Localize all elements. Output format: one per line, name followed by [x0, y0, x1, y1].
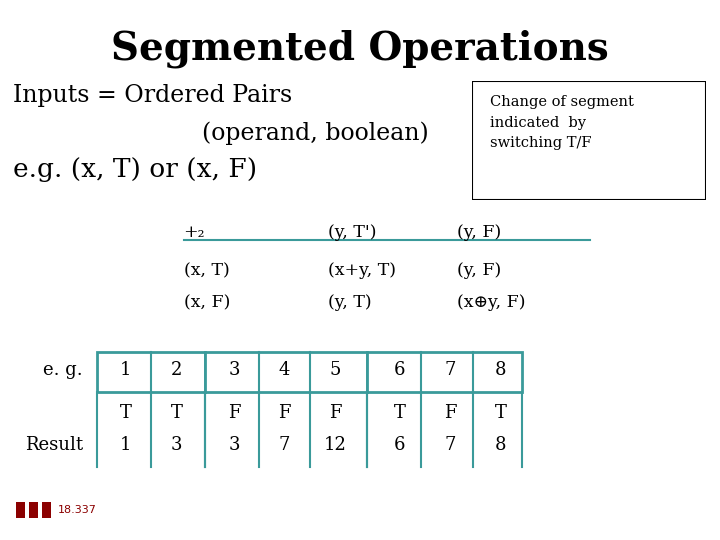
Text: F: F	[444, 404, 456, 422]
Text: 1: 1	[120, 436, 132, 455]
Text: 12: 12	[323, 436, 346, 455]
Bar	[97, 352, 205, 392]
Text: 8: 8	[495, 361, 506, 379]
Text: T: T	[495, 404, 506, 422]
Text: 6: 6	[394, 361, 405, 379]
Text: F: F	[328, 404, 341, 422]
Text: 18.337: 18.337	[58, 505, 97, 515]
Text: 2: 2	[171, 361, 182, 379]
Text: F: F	[278, 404, 291, 422]
Bar	[205, 352, 367, 392]
Text: (y, T'): (y, T')	[328, 224, 376, 241]
Text: 4: 4	[279, 361, 290, 379]
Text: e. g.: e. g.	[43, 361, 83, 379]
Text: T: T	[171, 404, 182, 422]
Text: 6: 6	[394, 436, 405, 455]
Text: (operand, boolean): (operand, boolean)	[202, 122, 428, 145]
Text: 3: 3	[228, 361, 240, 379]
Bar	[367, 352, 522, 392]
Text: +₂: +₂	[184, 224, 205, 241]
Text: (y, T): (y, T)	[328, 294, 372, 311]
Text: 1: 1	[120, 361, 132, 379]
Text: (x+y, T): (x+y, T)	[328, 262, 395, 279]
Text: (x, F): (x, F)	[184, 294, 230, 311]
Text: Inputs = Ordered Pairs: Inputs = Ordered Pairs	[13, 84, 292, 107]
Text: Result: Result	[24, 436, 83, 455]
Text: T: T	[394, 404, 405, 422]
Text: 5: 5	[329, 361, 341, 379]
Text: 8: 8	[495, 436, 506, 455]
Text: (y, F): (y, F)	[457, 262, 501, 279]
Text: (x⊕y, F): (x⊕y, F)	[457, 294, 526, 311]
Text: 7: 7	[444, 436, 456, 455]
Text: (x, T): (x, T)	[184, 262, 230, 279]
Text: Segmented Operations: Segmented Operations	[111, 30, 609, 68]
Text: T: T	[120, 404, 132, 422]
Text: 3: 3	[228, 436, 240, 455]
Text: 3: 3	[171, 436, 182, 455]
Text: (y, F): (y, F)	[457, 224, 501, 241]
Text: 7: 7	[279, 436, 290, 455]
Text: Change of segment
indicated  by
switching T/F: Change of segment indicated by switching…	[490, 95, 634, 151]
Text: e.g. (x, T) or (x, F): e.g. (x, T) or (x, F)	[13, 157, 257, 181]
Text: F: F	[228, 404, 240, 422]
Text: 7: 7	[444, 361, 456, 379]
